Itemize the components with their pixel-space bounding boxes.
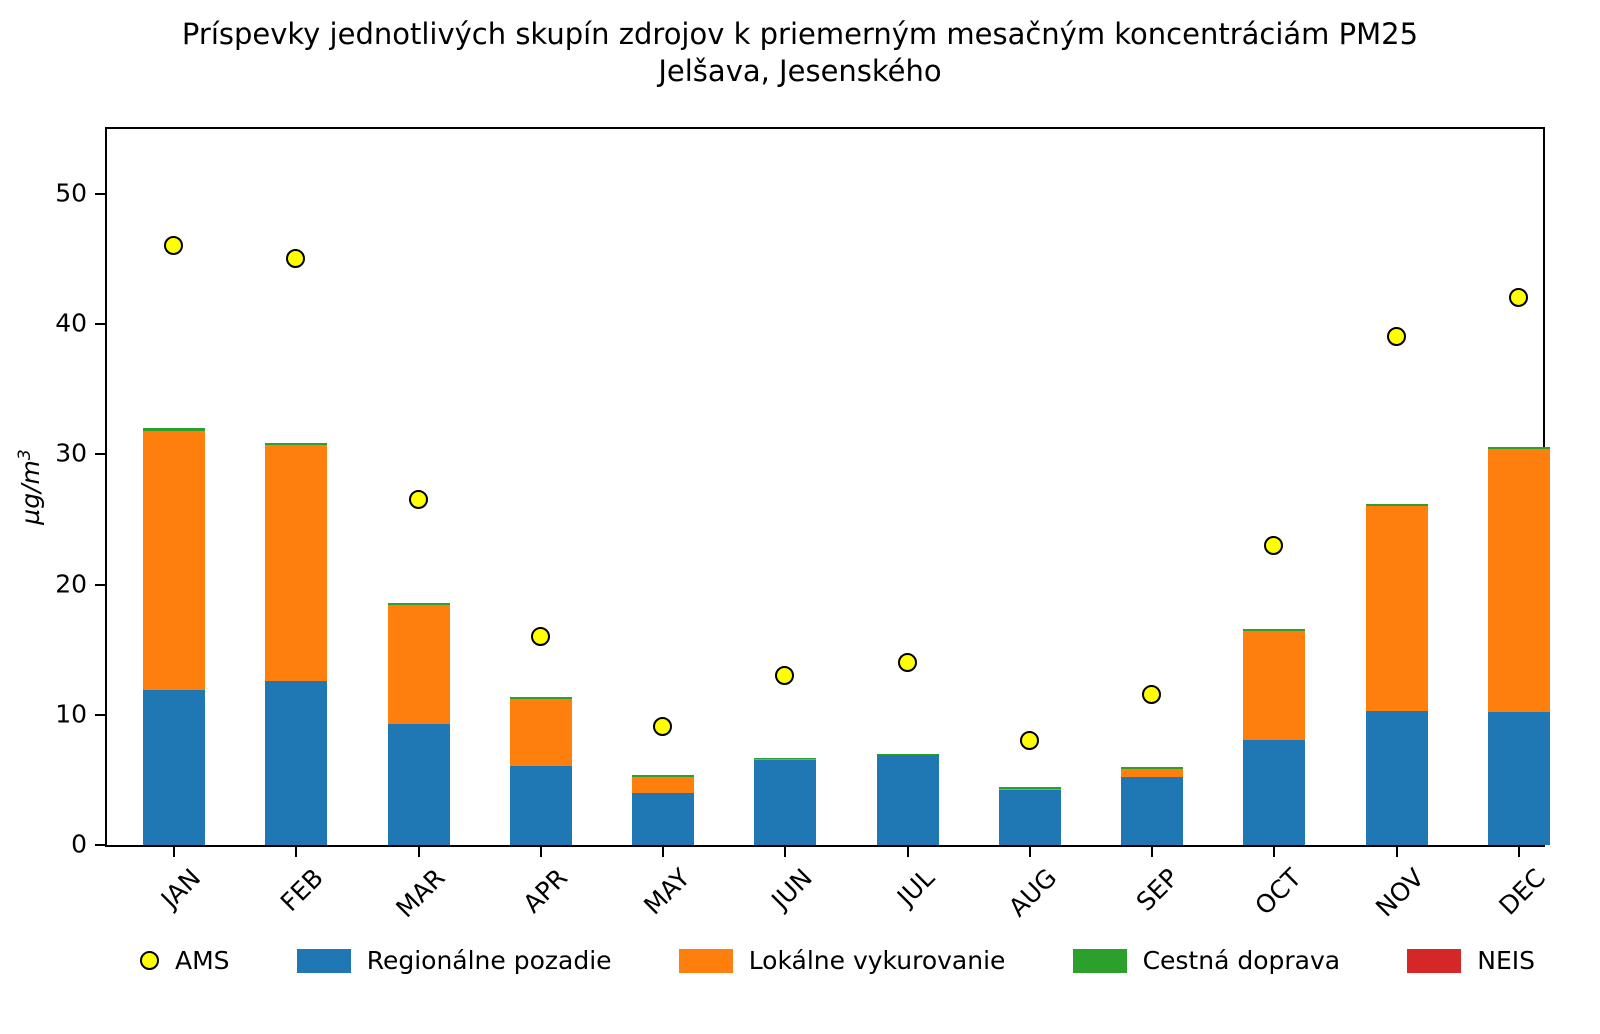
bar-segment-sep [1121, 768, 1184, 778]
bar-segment-feb [265, 442, 328, 446]
bar-segment-oct [1243, 739, 1306, 845]
bar-segment-apr [509, 765, 572, 845]
ams-point-sep [1142, 685, 1162, 705]
x-tick-mark [417, 847, 420, 857]
legend-label-cestna-doprava: Cestná doprava [1142, 946, 1341, 975]
ams-point-may [653, 716, 673, 736]
x-tick-mark [173, 847, 175, 857]
plot-area [105, 127, 1550, 847]
bar-segment-apr [509, 699, 572, 766]
ams-point-apr [530, 626, 550, 646]
bar-segment-nov [1365, 710, 1428, 845]
ams-marker-icon [140, 951, 159, 970]
ams-point-jul [897, 652, 917, 672]
bar-segment-jan [143, 428, 205, 432]
ams-point-jan [164, 236, 183, 256]
legend-label-lokalne-vykurovanie: Lokálne vykurovanie [748, 946, 1006, 975]
bar-segment-may [632, 792, 695, 845]
lokalne-vykurovanie-swatch-icon [678, 948, 733, 973]
bar-segment-apr [509, 697, 572, 700]
bar-segment-may [632, 774, 695, 777]
neis-swatch-icon [1407, 948, 1462, 973]
bar-segment-dec [1487, 712, 1550, 845]
x-tick-mark [662, 847, 665, 857]
chart-title-line-2: Jelšava, Jesenského [658, 54, 942, 88]
bar-segment-nov [1365, 505, 1428, 711]
bar-segment-aug [998, 789, 1061, 845]
y-axis-label-exponent: 3 [14, 449, 35, 461]
legend-item-lokalne-vykurovanie: Lokálne vykurovanie [678, 946, 1006, 975]
bar-segment-may [632, 776, 695, 793]
y-tick-mark [95, 844, 105, 846]
ams-point-aug [1019, 730, 1039, 750]
y-axis-label-text: µg/m [16, 460, 46, 525]
legend: AMS Regionálne pozadie Lokálne vykurovan… [140, 946, 1535, 975]
bar-segment-jul [876, 755, 939, 845]
x-tick-mark [295, 847, 298, 857]
bar-segment-sep [1121, 777, 1184, 845]
legend-label-regionalne-pozadie: Regionálne pozadie [366, 946, 612, 975]
ams-point-mar [408, 490, 428, 510]
x-tick-mark [784, 847, 787, 857]
bar-segment-mar [387, 602, 450, 606]
chart-title-line-1: Príspevky jednotlivých skupín zdrojov k … [181, 17, 1419, 51]
legend-label-ams: AMS [175, 946, 230, 975]
y-tick-mark [95, 193, 105, 196]
ams-point-oct [1264, 535, 1284, 555]
bar-segment-mar [387, 723, 450, 845]
y-tick-mark [95, 453, 105, 456]
bar-segment-jul [876, 753, 939, 756]
bar-segment-oct [1243, 630, 1306, 740]
x-tick-mark [1395, 847, 1398, 857]
legend-item-cestna-doprava: Cestná doprava [1072, 946, 1341, 975]
y-tick-mark [95, 713, 105, 716]
regionalne-pozadie-swatch-icon [296, 948, 351, 973]
legend-label-neis: NEIS [1477, 946, 1535, 975]
bar-segment-nov [1365, 503, 1428, 506]
bar-segment-feb [265, 680, 328, 845]
x-tick-mark [906, 847, 909, 857]
x-tick-mark [1273, 847, 1276, 857]
bar-segment-jan [143, 690, 205, 845]
bar-segment-jun [754, 759, 817, 760]
x-tick-mark [1517, 847, 1520, 857]
chart-title: Príspevky jednotlivých skupín zdrojov k … [0, 16, 1600, 90]
bar-segment-feb [265, 445, 328, 681]
ams-point-feb [286, 249, 306, 269]
bar-segment-jun [754, 759, 817, 845]
legend-item-neis: NEIS [1407, 946, 1535, 975]
legend-item-regionalne-pozadie: Regionálne pozadie [296, 946, 612, 975]
bar-segment-dec [1487, 446, 1550, 449]
bar-segment-dec [1487, 448, 1550, 713]
ams-point-nov [1386, 327, 1406, 347]
x-tick-mark [1028, 847, 1031, 857]
bar-segment-jan [143, 431, 205, 691]
bar-segment-jun [754, 757, 817, 760]
y-tick-mark [95, 323, 105, 326]
ams-point-jun [775, 665, 795, 685]
bar-segment-mar [387, 605, 450, 724]
y-tick-mark [95, 583, 105, 586]
bar-segment-sep [1121, 766, 1184, 769]
cestna-doprava-swatch-icon [1072, 948, 1127, 973]
bar-segment-oct [1243, 628, 1306, 631]
x-tick-mark [1151, 847, 1154, 857]
ams-point-dec [1508, 288, 1528, 308]
legend-item-ams: AMS [140, 946, 230, 975]
bar-segment-aug [998, 787, 1061, 790]
bar-segment-aug [998, 789, 1061, 790]
x-tick-mark [539, 847, 542, 857]
